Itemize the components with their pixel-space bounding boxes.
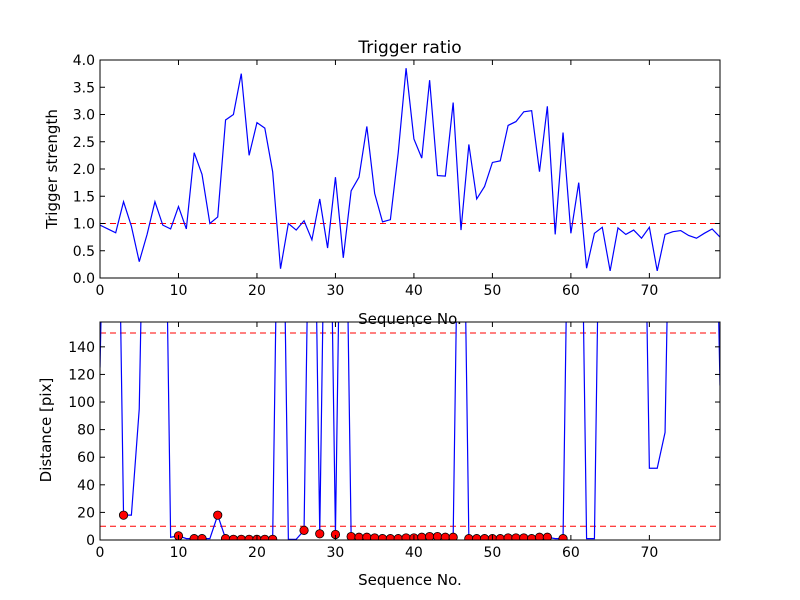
bottom-y-tick-label: 0 <box>86 533 95 549</box>
top-x-tick-label: 0 <box>96 283 105 299</box>
bottom-x-tick-label: 0 <box>96 545 105 561</box>
top-x-tick-label: 60 <box>562 283 580 299</box>
bottom-marker-point <box>197 534 207 540</box>
distance-panel: Sequence No. Distance [pix] 0 10 20 30 40 50 6… <box>37 321 721 589</box>
bottom-y-tick-label: 60 <box>77 450 95 466</box>
bottom-y-tick-label: 80 <box>77 423 95 439</box>
top-y-tick-label: 3.5 <box>73 80 95 96</box>
top-y-axis-label: Trigger strength <box>43 109 61 230</box>
top-x-tick-label: 70 <box>640 283 658 299</box>
bottom-y-axis-label: Distance [pix] <box>37 378 55 483</box>
top-plot-area <box>100 68 720 272</box>
bottom-plot-area <box>100 322 720 540</box>
bottom-x-tick-label: 70 <box>640 545 658 561</box>
bottom-y-tick-label: 100 <box>68 395 95 411</box>
bottom-x-tick-label: 40 <box>405 545 423 561</box>
top-series-line <box>100 68 720 272</box>
trigger-ratio-panel: Trigger ratio Sequence No. Trigger stren… <box>43 38 721 328</box>
bottom-x-tick-label: 30 <box>327 545 345 561</box>
top-y-tick-label: 3.0 <box>73 108 95 124</box>
bottom-x-tick-label: 10 <box>170 545 188 561</box>
top-y-tick-label: 1.0 <box>73 217 95 233</box>
bottom-y-tick-label: 120 <box>68 367 95 383</box>
top-y-tick-label: 4.0 <box>73 53 95 69</box>
top-y-tick-label: 1.5 <box>73 189 95 205</box>
bottom-marker-point <box>425 531 435 540</box>
top-x-tick-label: 10 <box>170 283 188 299</box>
bottom-x-tick-label: 50 <box>483 545 501 561</box>
bottom-y-tick-label: 40 <box>77 478 95 494</box>
bottom-y-tick-label: 140 <box>68 340 95 356</box>
bottom-marker-point <box>118 510 129 520</box>
bottom-marker-point <box>213 510 223 520</box>
top-x-tick-label: 50 <box>483 283 501 299</box>
bottom-x-tick-label: 60 <box>562 545 580 561</box>
top-x-axis-label: Sequence No. <box>358 310 462 328</box>
bottom-marker-point <box>448 532 458 540</box>
bottom-x-axis-label: Sequence No. <box>358 571 462 589</box>
top-y-tick-label: 2.0 <box>73 162 95 178</box>
top-y-tick-label: 0.5 <box>73 244 95 260</box>
top-x-tick-label: 30 <box>327 283 345 299</box>
top-y-tick-label: 2.5 <box>73 135 95 151</box>
bottom-x-tick-label: 20 <box>248 545 266 561</box>
top-y-tick-label: 0.0 <box>73 271 95 287</box>
bottom-axes-frame <box>99 321 721 541</box>
top-x-tick-label: 20 <box>248 283 266 299</box>
bottom-marker-point <box>558 534 568 540</box>
bottom-marker-point <box>315 529 325 539</box>
top-x-tick-label: 40 <box>405 283 423 299</box>
bottom-y-tick-label: 20 <box>77 505 95 521</box>
bottom-marker-point <box>542 532 552 540</box>
chart-title: Trigger ratio <box>357 38 461 58</box>
bottom-marker-point <box>346 531 356 540</box>
bottom-marker-point <box>299 525 309 535</box>
bottom-marker-point <box>432 531 443 540</box>
bottom-marker-point <box>268 534 278 540</box>
